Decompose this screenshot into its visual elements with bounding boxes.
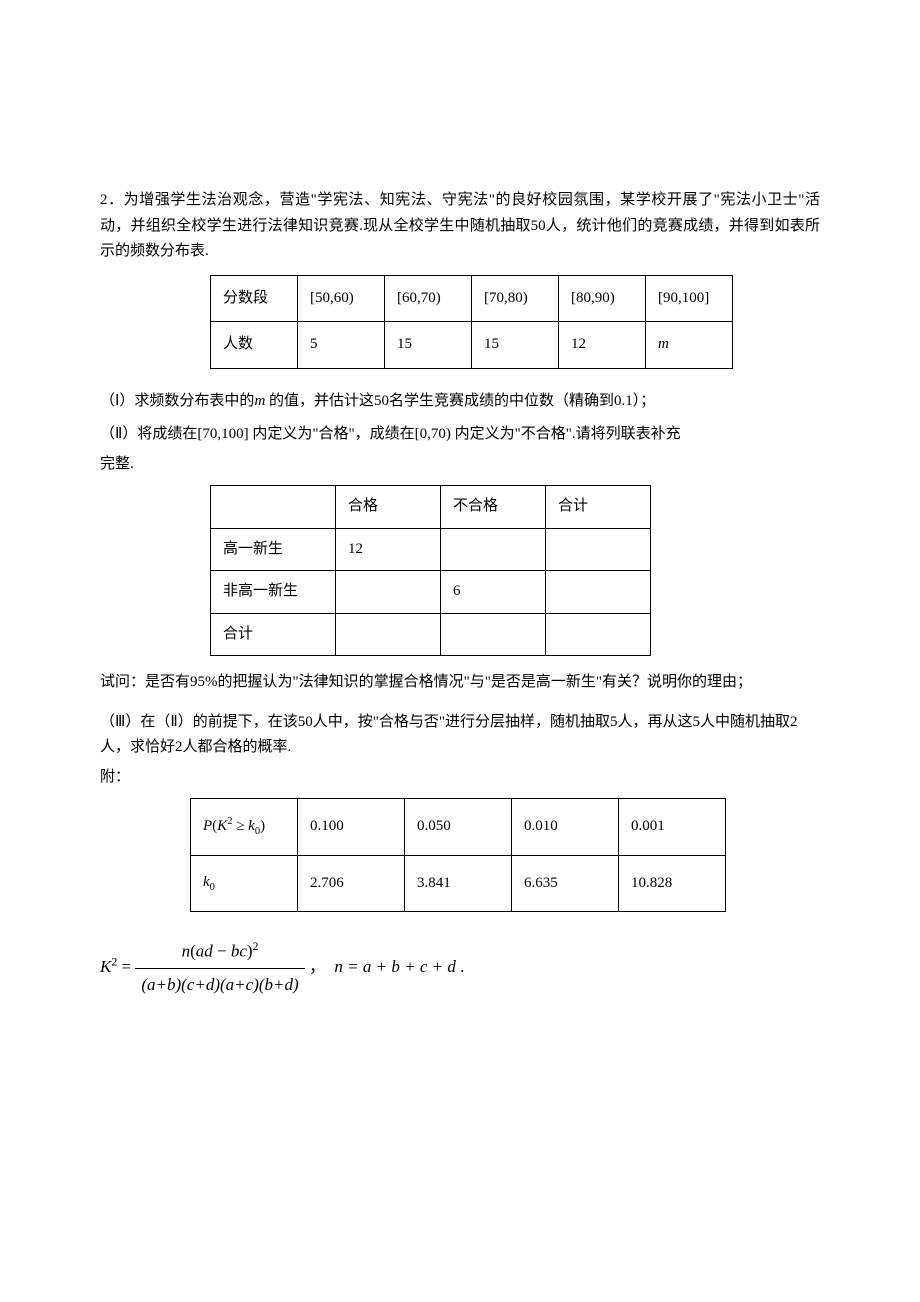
chi-row2-label: k0	[191, 855, 298, 911]
ct-r1c3	[546, 571, 651, 614]
ct-h1: 合格	[336, 486, 441, 529]
ct-r2c2	[441, 613, 546, 656]
problem-intro: 2．为增强学生法治观念，营造"学宪法、知宪法、守宪法"的良好校园氛围，某学校开展…	[100, 188, 820, 265]
chi-square-table: P(K2 ≥ k0) 0.100 0.050 0.010 0.001 k0 2.…	[190, 798, 726, 912]
freq-interval-0: [50,60)	[298, 275, 385, 322]
part2-int2: [0,70)	[415, 426, 451, 442]
part2-lead: （Ⅱ）将成绩在	[100, 426, 197, 442]
page-container: 2．为增强学生法治观念，营造"学宪法、知宪法、守宪法"的良好校园氛围，某学校开展…	[0, 0, 920, 1302]
table-row: 人数 5 15 15 12 m	[211, 322, 733, 369]
chi-c2: 6.635	[512, 855, 619, 911]
table-row: k0 2.706 3.841 6.635 10.828	[191, 855, 726, 911]
ct-r1c0: 非高一新生	[211, 571, 336, 614]
part2-mid2: 内定义为"不合格".请将列联表补充	[451, 426, 681, 442]
formula-denominator: (a+b)(c+d)(a+c)(b+d)	[135, 969, 304, 1000]
freq-interval-1: [60,70)	[385, 275, 472, 322]
part1-var: m	[254, 393, 265, 409]
chi-p0: 0.100	[298, 799, 405, 856]
ct-r1c1	[336, 571, 441, 614]
chi-p1: 0.050	[405, 799, 512, 856]
freq-interval-3: [80,90)	[559, 275, 646, 322]
ct-h0	[211, 486, 336, 529]
ct-r0c1: 12	[336, 528, 441, 571]
freq-row2-label: 人数	[211, 322, 298, 369]
problem-number: 2．	[100, 192, 124, 208]
ct-r2c0: 合计	[211, 613, 336, 656]
table-row: 高一新生 12	[211, 528, 651, 571]
part2-int1: [70,100]	[197, 426, 248, 442]
ct-r2c1	[336, 613, 441, 656]
part1-lead: （Ⅰ）求频数分布表中的	[100, 393, 254, 409]
chi-p3: 0.001	[619, 799, 726, 856]
freq-count-3: 12	[559, 322, 646, 369]
part3: （Ⅲ）在（Ⅱ）的前提下，在该50人中，按"合格与否"进行分层抽样，随机抽取5人，…	[100, 710, 820, 761]
table-row: 分数段 [50,60) [60,70) [70,80) [80,90) [90,…	[211, 275, 733, 322]
part1-paragraph: （Ⅰ）求频数分布表中的m 的值，并估计这50名学生竞赛成绩的中位数（精确到0.1…	[100, 389, 820, 415]
ct-r0c3	[546, 528, 651, 571]
freq-count-2: 15	[472, 322, 559, 369]
appendix-label: 附：	[100, 765, 820, 791]
chi-p2: 0.010	[512, 799, 619, 856]
ct-r0c2	[441, 528, 546, 571]
part1-tail: 的值，并估计这50名学生竞赛成绩的中位数（精确到0.1）；	[265, 393, 655, 409]
formula-lhs: K	[100, 957, 111, 976]
table-row: P(K2 ≥ k0) 0.100 0.050 0.010 0.001	[191, 799, 726, 856]
formula-period: .	[456, 957, 465, 976]
freq-count-4: m	[646, 322, 733, 369]
freq-count-0: 5	[298, 322, 385, 369]
ct-r1c2: 6	[441, 571, 546, 614]
freq-interval-2: [70,80)	[472, 275, 559, 322]
part2-tail: 完整.	[100, 452, 820, 478]
chi-c1: 3.841	[405, 855, 512, 911]
question2: 试问：是否有95%的把握认为"法律知识的掌握合格情况"与"是否是高一新生"有关？…	[100, 670, 820, 696]
chi-c3: 10.828	[619, 855, 726, 911]
freq-row1-label: 分数段	[211, 275, 298, 322]
contingency-table: 合格 不合格 合计 高一新生 12 非高一新生 6 合计	[210, 485, 651, 656]
chi-c0: 2.706	[298, 855, 405, 911]
table-row: 合计	[211, 613, 651, 656]
frequency-table: 分数段 [50,60) [60,70) [70,80) [80,90) [90,…	[210, 275, 733, 369]
part2-mid1: 内定义为"合格"，成绩在	[249, 426, 415, 442]
freq-count-1: 15	[385, 322, 472, 369]
intro-text: 为增强学生法治观念，营造"学宪法、知宪法、守宪法"的良好校园氛围，某学校开展了"…	[100, 192, 820, 259]
k-squared-formula: K2 = n(ad − bc)2 (a+b)(c+d)(a+c)(b+d) ， …	[100, 936, 820, 1000]
ct-h2: 不合格	[441, 486, 546, 529]
chi-row1-label: P(K2 ≥ k0)	[191, 799, 298, 856]
formula-fraction: n(ad − bc)2 (a+b)(c+d)(a+c)(b+d)	[135, 936, 304, 1000]
ct-h3: 合计	[546, 486, 651, 529]
ct-r2c3	[546, 613, 651, 656]
freq-interval-4: [90,100]	[646, 275, 733, 322]
part2-paragraph: （Ⅱ）将成绩在[70,100] 内定义为"合格"，成绩在[0,70) 内定义为"…	[100, 422, 820, 448]
table-row: 合格 不合格 合计	[211, 486, 651, 529]
ct-r0c0: 高一新生	[211, 528, 336, 571]
formula-comma: ，	[309, 957, 330, 976]
formula-numerator: n(ad − bc)2	[135, 936, 304, 970]
formula-note: n = a + b + c + d	[334, 957, 455, 976]
table-row: 非高一新生 6	[211, 571, 651, 614]
